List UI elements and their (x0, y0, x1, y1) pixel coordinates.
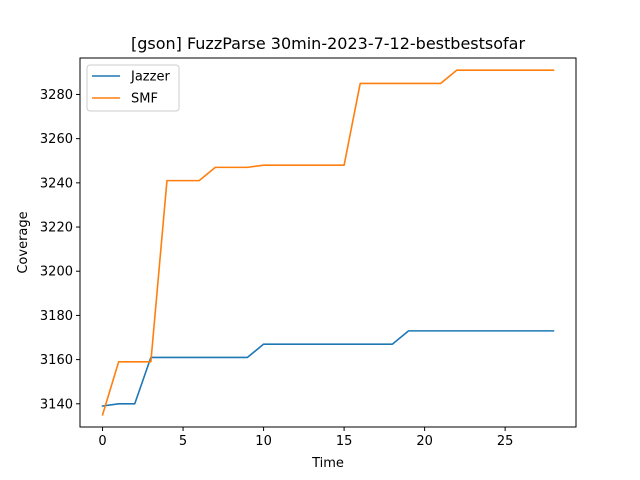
legend-label-smf: SMF (131, 92, 158, 107)
x-tick-label: 15 (336, 434, 353, 449)
y-tick-label: 3160 (40, 353, 73, 368)
y-tick-label: 3260 (40, 132, 73, 147)
y-tick-label: 3200 (40, 265, 73, 280)
x-tick-label: 10 (255, 434, 272, 449)
series-line-smf (101, 69, 555, 416)
series-layer (101, 69, 555, 416)
y-axis-title: Coverage (16, 211, 31, 273)
chart-title: [gson] FuzzParse 30min-2023-7-12-bestbes… (131, 34, 526, 53)
y-tick-label: 3280 (40, 88, 73, 103)
y-tick-label: 3180 (40, 309, 73, 324)
legend: Jazzer SMF (86, 64, 180, 112)
series-line-jazzer (101, 330, 555, 407)
plot-area-frame (79, 57, 577, 428)
y-tick-label: 3240 (40, 176, 73, 191)
x-tick-label: 20 (416, 434, 433, 449)
ticks-layer: 0 5 10 15 20 25 3140 3160 3180 3200 3220 3240 3260 32… (40, 88, 514, 449)
x-axis-title: Time (311, 456, 344, 471)
y-tick-label: 3140 (40, 397, 73, 412)
x-tick-label: 25 (497, 434, 514, 449)
y-tick-label: 3220 (40, 221, 73, 236)
x-tick-label: 5 (179, 434, 187, 449)
x-tick-label: 0 (98, 434, 106, 449)
legend-label-jazzer: Jazzer (130, 70, 170, 85)
